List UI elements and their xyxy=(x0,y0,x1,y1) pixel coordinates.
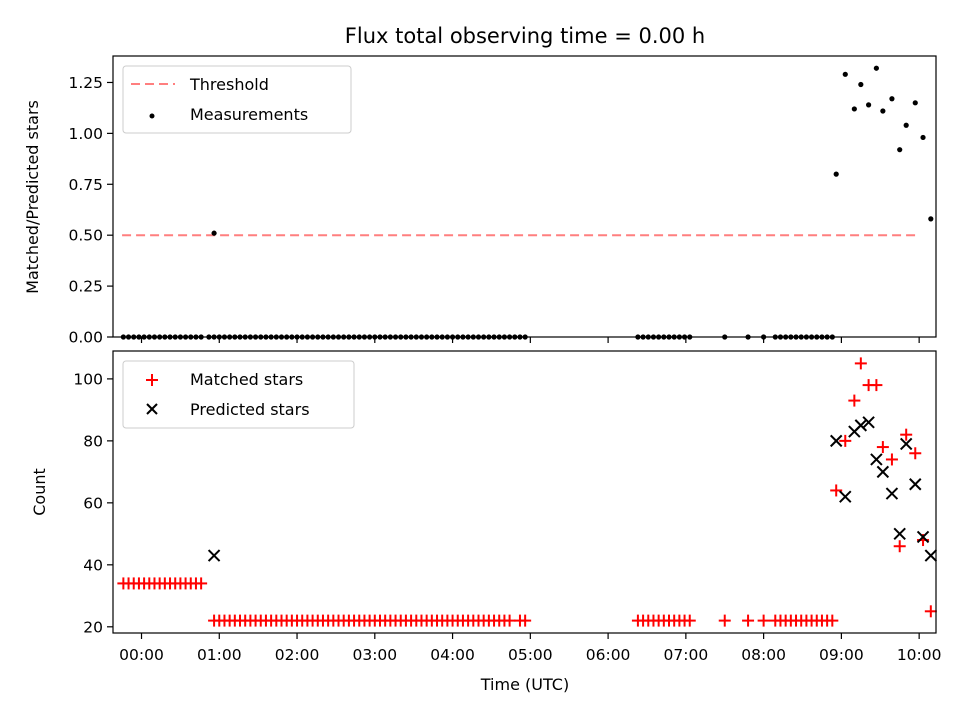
top-y-tick-label: 1.25 xyxy=(68,74,103,92)
predicted-stars-point xyxy=(870,453,883,466)
x-tick-label: 06:00 xyxy=(586,646,631,664)
measurement-point xyxy=(866,102,872,108)
x-tick-label: 01:00 xyxy=(197,646,242,664)
matched-stars-legend-label: Matched stars xyxy=(190,370,303,389)
matched-stars-point xyxy=(757,614,770,627)
matched-stars-point xyxy=(195,577,208,590)
matched-stars-point xyxy=(870,379,883,392)
predicted-stars-point xyxy=(916,530,930,544)
measurement-point xyxy=(851,106,857,112)
bottom-panel: 20 40 60 80 100 00:00 01:00 02:00 03:00 04:00 05:… xyxy=(30,350,941,694)
matched-stars-point xyxy=(893,540,906,553)
top-y-tick-label: 1.00 xyxy=(68,125,103,143)
bottom-x-ticks: 00:00 01:00 02:00 03:00 04:00 05:00 06:00 07:00… xyxy=(119,633,941,664)
measurement-point xyxy=(903,122,909,128)
measurement-point xyxy=(211,230,217,236)
matched-stars-point xyxy=(900,428,913,441)
x-axis-label: Time (UTC) xyxy=(480,675,569,694)
top-y-tick-label: 0.00 xyxy=(68,329,103,347)
matched-stars-points xyxy=(117,357,937,627)
predicted-stars-point xyxy=(893,527,906,541)
matched-stars-point xyxy=(854,357,867,370)
measurement-point xyxy=(912,100,918,106)
matched-stars-point xyxy=(718,614,731,627)
top-y-tick-label: 0.50 xyxy=(68,227,103,245)
matched-stars-point xyxy=(683,614,696,627)
x-tick-label: 02:00 xyxy=(275,646,320,664)
predicted-stars-point xyxy=(862,416,875,429)
measurement-point xyxy=(880,108,886,114)
measurements-legend-label: Measurements xyxy=(190,105,308,124)
matched-stars-point xyxy=(830,484,843,497)
top-y-tick-label: 0.25 xyxy=(68,278,103,296)
matched-stars-point xyxy=(839,434,852,447)
bottom-legend: Matched stars Predicted stars xyxy=(122,360,355,429)
matched-stars-legend-swatch xyxy=(146,374,158,386)
predicted-stars-point xyxy=(854,419,868,432)
threshold-legend-label: Threshold xyxy=(189,75,269,94)
matched-stars-point xyxy=(876,441,889,454)
bottom-y-tick-label: 60 xyxy=(83,494,103,512)
predicted-stars-point xyxy=(909,478,922,491)
predicted-stars-point xyxy=(899,437,913,451)
x-tick-label: 03:00 xyxy=(352,646,397,664)
predicted-stars-point xyxy=(829,434,843,448)
top-legend-box xyxy=(122,65,352,134)
x-tick-label: 07:00 xyxy=(664,646,709,664)
predicted-stars-legend-swatch xyxy=(146,403,158,415)
predicted-stars-points xyxy=(207,416,938,562)
matched-stars-point xyxy=(848,394,861,407)
bottom-y-ticks: 20 40 60 80 100 xyxy=(73,370,113,636)
measurement-point xyxy=(873,65,879,71)
bottom-y-tick-label: 20 xyxy=(83,618,103,636)
x-tick-label: 05:00 xyxy=(508,646,553,664)
bottom-y-tick-label: 40 xyxy=(83,556,103,574)
measurement-point xyxy=(928,216,934,222)
matched-stars-point xyxy=(503,614,516,627)
x-tick-label: 00:00 xyxy=(119,646,164,664)
predicted-stars-point xyxy=(885,487,899,500)
predicted-stars-legend-label: Predicted stars xyxy=(190,400,310,419)
top-panel: 0.00 0.25 0.50 0.75 1.00 1.25 Matched/Predict… xyxy=(23,55,937,347)
matched-stars-point xyxy=(885,453,898,466)
matched-stars-point xyxy=(826,614,839,627)
predicted-stars-point xyxy=(924,549,938,562)
matched-stars-point xyxy=(924,605,937,618)
x-tick-label: 09:00 xyxy=(819,646,864,664)
matched-stars-point xyxy=(519,614,532,627)
measurement-point xyxy=(889,96,895,102)
bottom-legend-box xyxy=(122,360,355,429)
measurements-legend-swatch xyxy=(149,113,155,119)
measurement-point xyxy=(833,171,839,177)
x-tick-label: 04:00 xyxy=(430,646,475,664)
bottom-y-tick-label: 100 xyxy=(73,370,103,388)
bottom-axes-frame xyxy=(112,350,937,634)
predicted-stars-point xyxy=(207,549,221,562)
top-legend: Threshold Measurements xyxy=(122,65,352,134)
bottom-y-axis-label: Count xyxy=(30,468,49,516)
x-tick-label: 08:00 xyxy=(741,646,786,664)
measurement-point xyxy=(842,71,848,77)
measurement-point xyxy=(920,134,926,141)
top-y-ticks: 0.00 0.25 0.50 0.75 1.00 1.25 xyxy=(68,74,113,347)
bottom-y-tick-label: 80 xyxy=(83,432,103,450)
top-y-tick-label: 0.75 xyxy=(68,176,103,194)
measurement-point xyxy=(897,147,903,153)
measurement-point xyxy=(858,81,864,88)
top-axes-frame xyxy=(112,55,937,338)
matched-stars-point xyxy=(742,614,755,627)
matched-stars-point xyxy=(909,447,922,460)
top-y-axis-label: Matched/Predicted stars xyxy=(23,100,42,294)
x-tick-label: 10:00 xyxy=(897,646,942,664)
chart-title: Flux total observing time = 0.00 h xyxy=(345,24,705,48)
predicted-stars-point xyxy=(839,490,852,503)
predicted-stars-point xyxy=(876,465,890,479)
